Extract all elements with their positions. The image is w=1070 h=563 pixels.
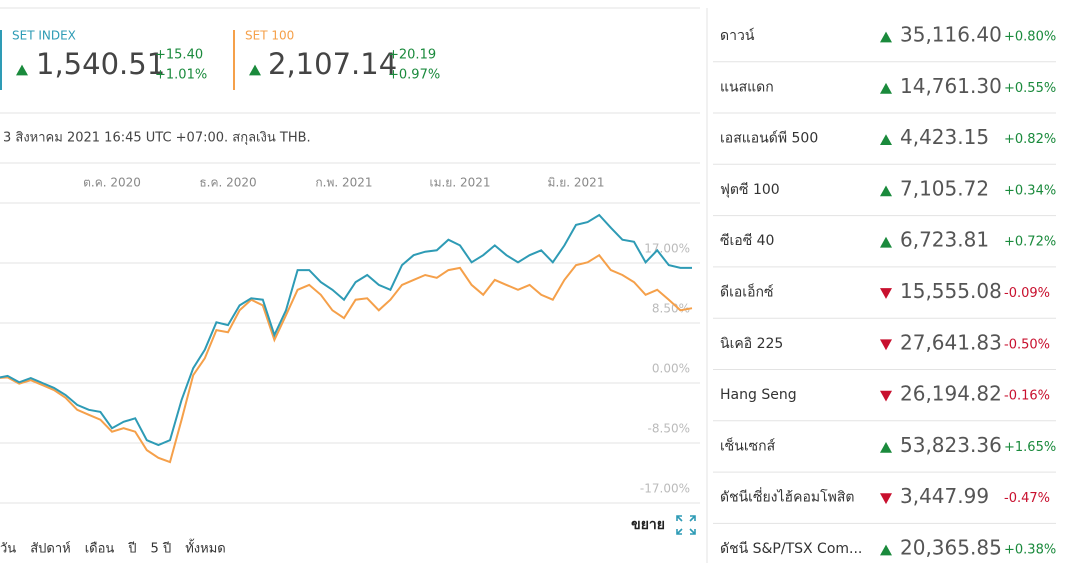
range-button[interactable]: สัปดาห์ — [30, 541, 71, 557]
market-change: +0.34% — [1004, 183, 1056, 198]
x-tick-label: ธ.ค. 2020 — [199, 176, 256, 190]
market-value: 53,823.36 — [900, 433, 1002, 457]
index-name: SET 100 — [245, 29, 294, 43]
market-value: 35,116.40 — [900, 23, 1002, 47]
index-name: SET INDEX — [12, 29, 76, 43]
market-value: 20,365.85 — [900, 536, 1002, 560]
series-line — [0, 213, 692, 447]
index-change-pct: +1.01% — [155, 68, 207, 83]
up-arrow — [880, 82, 892, 94]
market-value: 27,641.83 — [900, 330, 1002, 354]
x-tick-label: ก.พ. 2021 — [315, 176, 372, 190]
y-tick-label: 8.50% — [652, 302, 690, 316]
range-button[interactable]: ปี — [127, 541, 136, 557]
market-change: +0.72% — [1004, 235, 1056, 250]
market-name[interactable]: ดาวน์ — [720, 27, 755, 44]
expand-button[interactable]: ขยาย — [631, 517, 665, 533]
market-name[interactable]: ซีเอซี 40 — [720, 233, 774, 249]
up-arrow — [880, 134, 892, 145]
x-tick-label: ต.ค. 2020 — [83, 176, 141, 190]
market-name[interactable]: นิเคอิ 225 — [720, 336, 783, 352]
market-name[interactable]: ฟุตซี 100 — [720, 182, 780, 198]
market-change: -0.09% — [1004, 286, 1050, 301]
market-value: 6,723.81 — [900, 228, 989, 252]
up-arrow — [880, 544, 892, 556]
timestamp: 3 สิงหาคม 2021 16:45 UTC +07:00. สกุลเงิ… — [3, 131, 311, 146]
index-change: +20.19 — [388, 48, 436, 63]
up-arrow — [880, 31, 892, 43]
range-button[interactable]: 5 ปี — [151, 541, 172, 557]
market-change: +0.80% — [1004, 30, 1056, 45]
market-value: 3,447.99 — [900, 484, 989, 508]
up-arrow — [16, 64, 28, 76]
market-change: +0.82% — [1004, 132, 1056, 147]
market-change: -0.47% — [1004, 491, 1050, 506]
y-tick-label: -8.50% — [648, 422, 690, 436]
down-arrow — [880, 493, 892, 505]
market-value: 26,194.82 — [900, 382, 1002, 406]
market-change: +1.65% — [1004, 440, 1056, 455]
market-value: 14,761.30 — [900, 74, 1002, 98]
index-change: +15.40 — [155, 48, 203, 63]
market-value: 4,423.15 — [900, 125, 989, 149]
y-tick-label: 17.00% — [644, 242, 690, 256]
index-value: 1,540.51 — [36, 47, 165, 81]
market-change: -0.16% — [1004, 389, 1050, 404]
market-value: 7,105.72 — [900, 176, 989, 200]
market-name[interactable]: เซ็นเซกส์ — [720, 436, 776, 454]
range-button[interactable]: ทั้งหมด — [185, 539, 226, 557]
y-tick-label: -17.00% — [640, 482, 690, 496]
market-name[interactable]: Hang Seng — [720, 387, 797, 403]
market-name[interactable]: ดัชนี S&P/TSX Com... — [720, 541, 862, 557]
market-change: +0.38% — [1004, 543, 1056, 558]
market-name[interactable]: เอสแอนด์พี 500 — [720, 130, 818, 147]
down-arrow — [880, 339, 892, 351]
up-arrow — [249, 64, 261, 76]
accent-bar — [0, 30, 2, 90]
down-arrow — [880, 390, 892, 402]
x-tick-label: มิ.ย. 2021 — [548, 176, 605, 190]
up-arrow — [880, 442, 892, 453]
market-value: 15,555.08 — [900, 279, 1002, 303]
y-tick-label: 0.00% — [652, 362, 690, 376]
market-change: -0.50% — [1004, 337, 1050, 352]
range-button[interactable]: วัน — [0, 542, 16, 557]
down-arrow — [880, 288, 892, 299]
accent-bar — [233, 30, 235, 90]
range-button[interactable]: เดือน — [85, 541, 115, 557]
market-name[interactable]: แนสแดก — [720, 79, 774, 95]
expand-icon[interactable] — [676, 515, 696, 535]
up-arrow — [880, 185, 892, 197]
index-change-pct: +0.97% — [388, 68, 440, 83]
x-tick-label: เม.ย. 2021 — [429, 176, 490, 190]
series-line — [0, 253, 693, 464]
market-name[interactable]: ดีเอเอ็กซ์ — [720, 283, 773, 301]
up-arrow — [880, 236, 892, 248]
market-name[interactable]: ดัชนีเซี่ยงไฮ้คอมโพสิต — [720, 488, 854, 506]
index-value: 2,107.14 — [268, 47, 397, 81]
market-change: +0.55% — [1004, 81, 1056, 96]
